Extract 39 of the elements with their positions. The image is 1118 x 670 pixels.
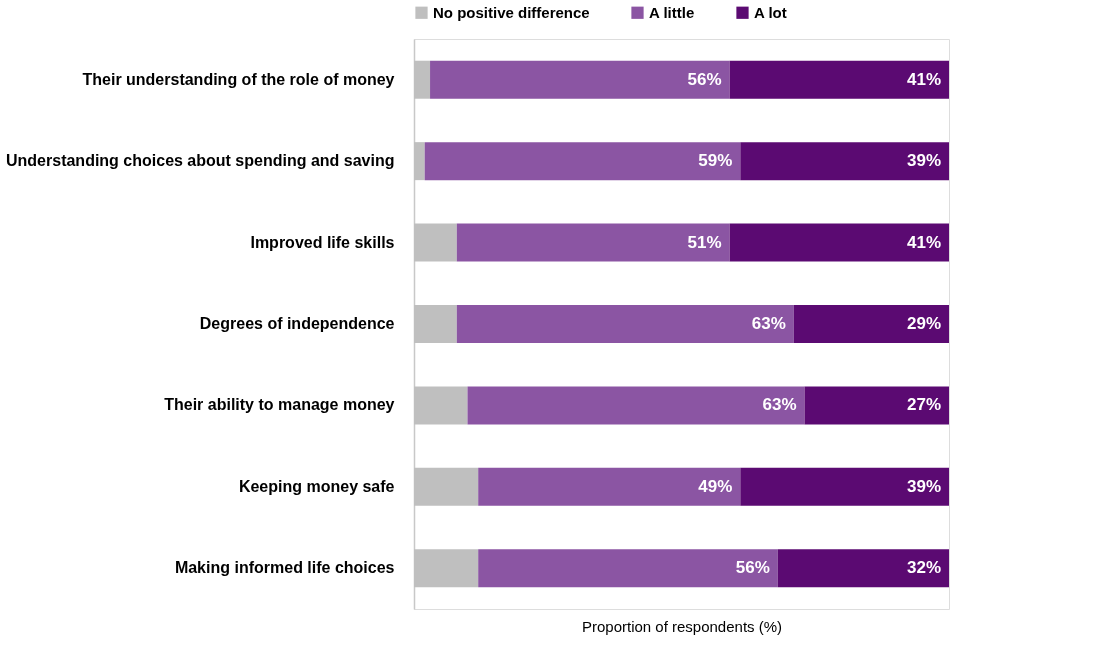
bar xyxy=(478,549,778,588)
y-tick-label: Making informed life choices xyxy=(174,559,395,577)
bar xyxy=(430,60,730,99)
data-label: 49% xyxy=(698,476,733,496)
legend-label: No positive difference xyxy=(433,3,590,21)
bar xyxy=(793,305,949,343)
data-label: 41% xyxy=(906,232,941,252)
data-label: 63% xyxy=(762,395,797,415)
data-label: 59% xyxy=(698,151,733,171)
data-label: 51% xyxy=(687,232,722,252)
bar xyxy=(777,549,949,588)
y-tick-label: Keeping money safe xyxy=(238,477,395,495)
bar xyxy=(729,60,949,99)
bar xyxy=(740,467,949,506)
legend-label: A lot xyxy=(754,3,787,21)
bar xyxy=(740,142,949,181)
data-label: 41% xyxy=(906,69,941,89)
bar xyxy=(467,386,805,425)
legend-label: A little xyxy=(649,3,695,21)
y-tick-label: Their understanding of the role of money xyxy=(82,70,395,88)
data-label: 39% xyxy=(906,151,941,171)
data-label: 27% xyxy=(906,395,941,415)
bar xyxy=(456,305,794,343)
y-tick-label: Improved life skills xyxy=(250,233,395,251)
bar xyxy=(424,142,741,181)
x-axis-title: Proportion of respondents (%) xyxy=(581,617,783,635)
data-label: 29% xyxy=(906,314,941,333)
data-label: 32% xyxy=(906,558,941,578)
data-label: 63% xyxy=(751,314,786,333)
bar xyxy=(478,467,741,506)
bar xyxy=(729,223,949,262)
y-tick-label: Understanding choices about spending and saving xyxy=(6,152,395,170)
y-tick-label: Degrees of independence xyxy=(199,315,395,332)
y-tick-label: Their ability to manage money xyxy=(164,396,395,414)
data-label: 56% xyxy=(735,558,770,578)
bar xyxy=(804,386,949,425)
data-label: 56% xyxy=(687,69,722,89)
bar xyxy=(456,223,730,262)
data-label: 39% xyxy=(906,476,941,496)
